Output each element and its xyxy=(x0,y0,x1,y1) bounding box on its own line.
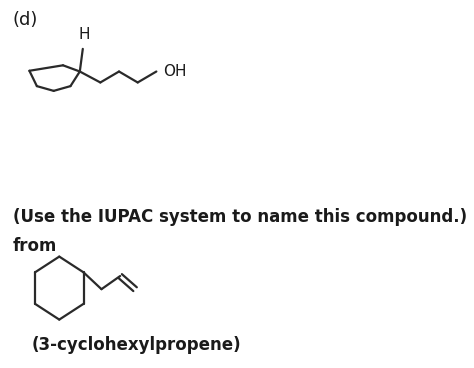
Text: OH: OH xyxy=(163,64,187,79)
Text: (d): (d) xyxy=(13,11,38,28)
Text: from: from xyxy=(13,237,57,255)
Text: (Use the IUPAC system to name this compound.): (Use the IUPAC system to name this compo… xyxy=(13,208,467,226)
Text: H: H xyxy=(79,27,90,42)
Text: (3-cyclohexylpropene): (3-cyclohexylpropene) xyxy=(31,336,241,354)
